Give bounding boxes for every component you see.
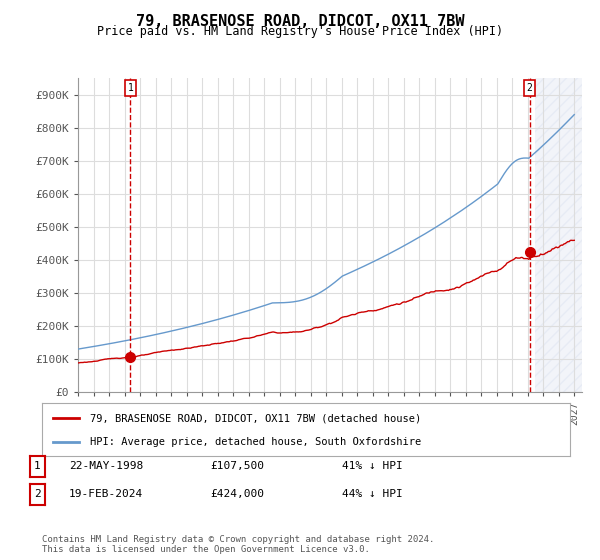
Text: 1: 1 (34, 461, 41, 472)
Text: 79, BRASENOSE ROAD, DIDCOT, OX11 7BW: 79, BRASENOSE ROAD, DIDCOT, OX11 7BW (136, 14, 464, 29)
Text: 2: 2 (34, 489, 41, 500)
Text: 1: 1 (127, 83, 133, 93)
Text: 79, BRASENOSE ROAD, DIDCOT, OX11 7BW (detached house): 79, BRASENOSE ROAD, DIDCOT, OX11 7BW (de… (89, 413, 421, 423)
Text: £424,000: £424,000 (210, 489, 264, 500)
Text: 22-MAY-1998: 22-MAY-1998 (69, 461, 143, 472)
Text: £107,500: £107,500 (210, 461, 264, 472)
Text: HPI: Average price, detached house, South Oxfordshire: HPI: Average price, detached house, Sout… (89, 436, 421, 446)
Text: 44% ↓ HPI: 44% ↓ HPI (342, 489, 403, 500)
Text: Price paid vs. HM Land Registry's House Price Index (HPI): Price paid vs. HM Land Registry's House … (97, 25, 503, 38)
Text: 2: 2 (527, 83, 533, 93)
Text: 19-FEB-2024: 19-FEB-2024 (69, 489, 143, 500)
Text: Contains HM Land Registry data © Crown copyright and database right 2024.
This d: Contains HM Land Registry data © Crown c… (42, 535, 434, 554)
Bar (535, 78, 582, 392)
Text: 41% ↓ HPI: 41% ↓ HPI (342, 461, 403, 472)
